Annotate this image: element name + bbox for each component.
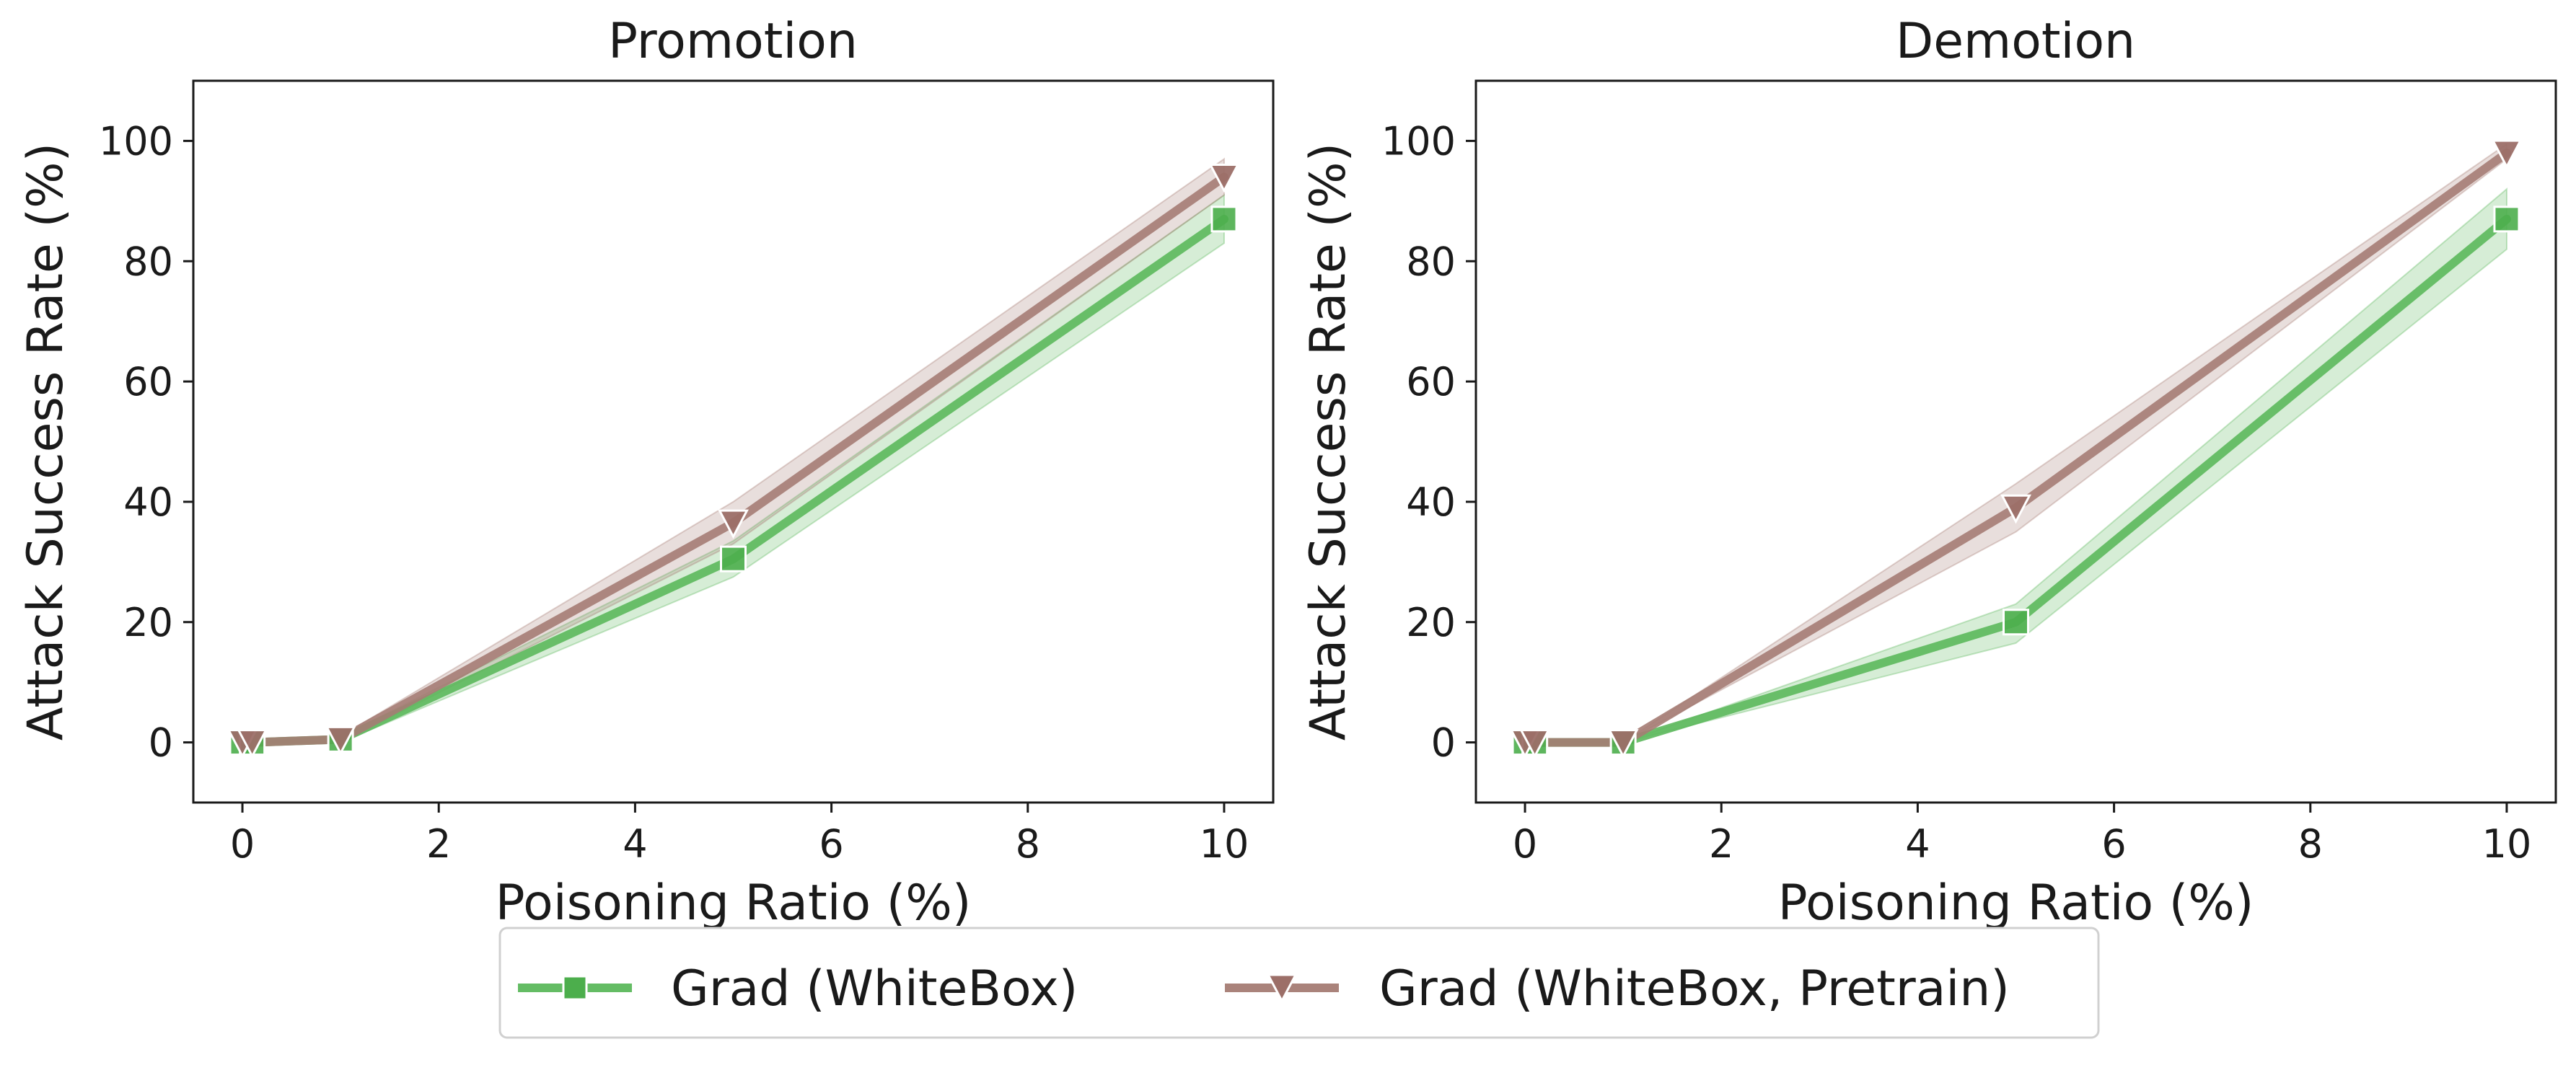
confidence-band-0 [1525, 187, 2507, 743]
x-tick-label: 0 [230, 821, 255, 867]
data-point-triangle [718, 509, 749, 539]
y-tick-label: 80 [1406, 239, 1456, 284]
legend: Grad (WhiteBox) Grad (WhiteBox, Pretrain… [498, 927, 2100, 1039]
x-tick-label: 2 [1709, 821, 1733, 867]
data-point-square [2003, 609, 2029, 636]
x-tick-label: 4 [1905, 821, 1930, 867]
x-tick-label: 10 [2482, 821, 2532, 867]
y-tick-label: 20 [123, 600, 173, 645]
data-point-triangle [2491, 139, 2523, 169]
panel-title: Promotion [608, 13, 858, 70]
y-tick-label: 40 [1406, 480, 1456, 525]
x-tick-label: 8 [2298, 821, 2323, 867]
x-tick-label: 6 [2101, 821, 2126, 867]
x-tick-label: 8 [1016, 821, 1040, 867]
plot-frame [1474, 79, 2557, 804]
y-axis-title: Attack Success Rate (%) [17, 143, 74, 741]
data-point-triangle [1519, 729, 1551, 759]
data-point-triangle [325, 725, 356, 756]
panel-title: Demotion [1896, 13, 2135, 70]
y-tick-label: 100 [99, 118, 173, 164]
y-tick-label: 100 [1381, 118, 1456, 164]
x-axis-title: Poisoning Ratio (%) [1778, 875, 2254, 932]
y-tick-label: 0 [1431, 720, 1456, 766]
series-line-1 [1521, 149, 2511, 747]
plot-frame [192, 79, 1275, 804]
series-line-0 [1521, 214, 2511, 747]
x-axis-title: Poisoning Ratio (%) [496, 875, 972, 932]
data-point-triangle [237, 729, 268, 759]
data-point-triangle [1208, 163, 1240, 193]
data-point-square [1210, 206, 1238, 233]
x-tick-label: 10 [1200, 821, 1249, 867]
data-point-triangle [1607, 729, 1639, 759]
y-axis-title: Attack Success Rate (%) [1300, 143, 1357, 741]
data-point-square [2493, 206, 2520, 233]
y-tick-label: 60 [1406, 359, 1456, 405]
legend-frame [498, 927, 2100, 1039]
x-tick-label: 2 [426, 821, 451, 867]
confidence-band-1 [242, 157, 1225, 743]
legend-marker-triangle [1266, 973, 1298, 1004]
y-tick-label: 40 [123, 480, 173, 525]
data-point-triangle [2000, 494, 2031, 524]
legend-marker-square [562, 975, 588, 1001]
y-tick-label: 80 [123, 239, 173, 284]
x-tick-label: 6 [819, 821, 843, 867]
legend-label-pretrain: Grad (WhiteBox, Pretrain) [1379, 960, 2010, 1017]
confidence-band-1 [1525, 142, 2507, 743]
x-tick-label: 0 [1513, 821, 1537, 867]
legend-label-whitebox: Grad (WhiteBox) [671, 960, 1078, 1017]
data-point-square [720, 545, 747, 573]
y-tick-label: 0 [149, 720, 173, 766]
x-tick-label: 4 [623, 821, 647, 867]
y-tick-label: 60 [123, 359, 173, 405]
y-tick-label: 20 [1406, 600, 1456, 645]
